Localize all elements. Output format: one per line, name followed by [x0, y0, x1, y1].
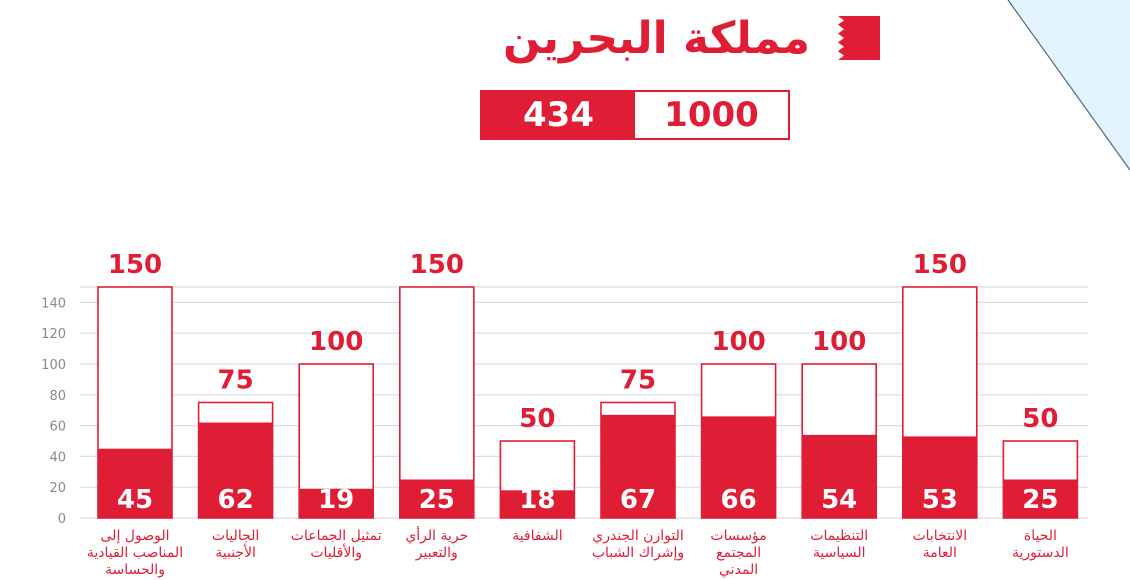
bar-score — [1003, 479, 1078, 518]
bar-score-label: 25 — [419, 485, 455, 515]
category-label: المجتمع — [716, 545, 761, 561]
y-tick-label: 40 — [49, 450, 66, 465]
category-label: وإشراك الشباب — [592, 545, 684, 561]
bar-score-label: 62 — [218, 485, 254, 515]
category-label: الشفافية — [512, 528, 562, 544]
bar-total-label: 100 — [309, 327, 363, 357]
y-tick-label: 60 — [49, 420, 66, 435]
bar-score-label: 66 — [721, 485, 757, 515]
category-label: والتعبير — [415, 545, 458, 561]
y-tick-label: 20 — [49, 481, 66, 496]
category-label: مؤسسات — [710, 528, 766, 544]
bar-score — [98, 448, 172, 518]
bar-score — [601, 414, 675, 518]
category-label: التنظيمات — [810, 528, 868, 544]
country-total: 1000 — [635, 92, 788, 138]
bar-score — [399, 479, 474, 518]
bar-score-label: 25 — [1022, 485, 1058, 515]
category-label: الوصول إلى — [101, 528, 170, 544]
bar-score — [802, 434, 877, 518]
country-score: 434 — [482, 92, 635, 138]
bar-score-label: 67 — [620, 485, 656, 515]
category-label: الدستورية — [1012, 545, 1069, 561]
category-label: الجاليات — [212, 528, 259, 544]
category-label: والحساسة — [105, 562, 165, 578]
bar-total-label: 150 — [913, 250, 967, 280]
bar-total-label: 75 — [218, 366, 254, 396]
bar-score-label: 18 — [519, 485, 555, 515]
category-label: الأجنبية — [215, 543, 256, 561]
bar-score — [299, 488, 374, 518]
category-label: تمثيل الجماعات — [291, 528, 382, 544]
category-label: السياسية — [813, 545, 866, 561]
bar-total-label: 50 — [519, 404, 555, 434]
bar-total-label: 100 — [711, 327, 765, 357]
bar-total-label: 150 — [410, 250, 464, 280]
y-tick-label: 140 — [41, 296, 66, 311]
bar-score — [500, 490, 575, 518]
bar-total-label: 75 — [620, 366, 656, 396]
bahrain-flag-icon — [824, 16, 880, 60]
bar-total-label: 150 — [108, 250, 162, 280]
category-label: حرية الرأي — [405, 526, 468, 544]
y-tick-label: 80 — [49, 389, 66, 404]
bar-score — [198, 422, 273, 518]
y-tick-label: 0 — [58, 512, 66, 527]
y-tick-label: 120 — [41, 327, 66, 342]
score-box: 434 1000 — [480, 90, 790, 140]
category-label: العامة — [923, 545, 957, 561]
bar-score — [902, 436, 977, 518]
category-label: المدني — [719, 562, 758, 578]
category-label: الانتخابات — [912, 528, 967, 544]
category-label: والأقليات — [310, 543, 362, 561]
header: مملكة البحرين — [440, 8, 880, 68]
bar-total-label: 100 — [812, 327, 866, 357]
page-title: مملكة البحرين — [502, 12, 810, 64]
bar-score — [701, 416, 776, 518]
bar-score-label: 54 — [821, 485, 857, 515]
category-label: الحياة — [1024, 528, 1057, 544]
bar-score-label: 45 — [117, 485, 153, 515]
bar-score-label: 53 — [922, 485, 958, 515]
bar-total-label: 50 — [1022, 404, 1058, 434]
bar-score-label: 19 — [318, 485, 354, 515]
y-tick-label: 100 — [41, 358, 66, 373]
category-label: المناصب القيادية — [87, 545, 183, 561]
category-label: التوازن الجندري — [592, 528, 683, 544]
